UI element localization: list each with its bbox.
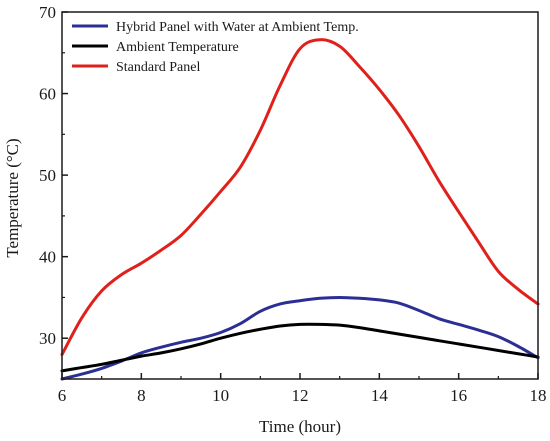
x-tick-label: 18 [530, 386, 547, 405]
y-tick-label: 70 [39, 3, 56, 22]
x-tick-label: 6 [58, 386, 67, 405]
legend-label-ambient-temperature: Ambient Temperature [116, 40, 239, 55]
legend: Hybrid Panel with Water at Ambient Temp.… [72, 20, 359, 75]
legend-label-hybrid-panel-with-water-at-ambient-temp: Hybrid Panel with Water at Ambient Temp. [116, 20, 359, 35]
y-tick-label: 50 [39, 166, 56, 185]
x-tick-label: 8 [137, 386, 146, 405]
legend-label-standard-panel: Standard Panel [116, 60, 200, 75]
y-tick-label: 30 [39, 329, 56, 348]
y-tick-label: 40 [39, 248, 56, 267]
series-line-hybrid-panel-with-water-at-ambient-temp [60, 295, 540, 381]
x-axis-label: Time (hour) [259, 417, 341, 436]
series-line-standard-panel [60, 38, 540, 357]
y-tick-label: 60 [39, 85, 56, 104]
y-axis-label: Temperature (°C) [3, 138, 22, 257]
plot-lines [60, 38, 540, 381]
x-axis-ticks: 6 8 10 12 14 16 18 [58, 373, 547, 405]
series-line-ambient-temperature [60, 322, 540, 373]
x-tick-label: 14 [371, 386, 389, 405]
x-tick-label: 10 [212, 386, 229, 405]
x-tick-label: 12 [292, 386, 309, 405]
y-axis-ticks: 30 40 50 60 70 [39, 3, 68, 348]
x-tick-label: 16 [450, 386, 467, 405]
